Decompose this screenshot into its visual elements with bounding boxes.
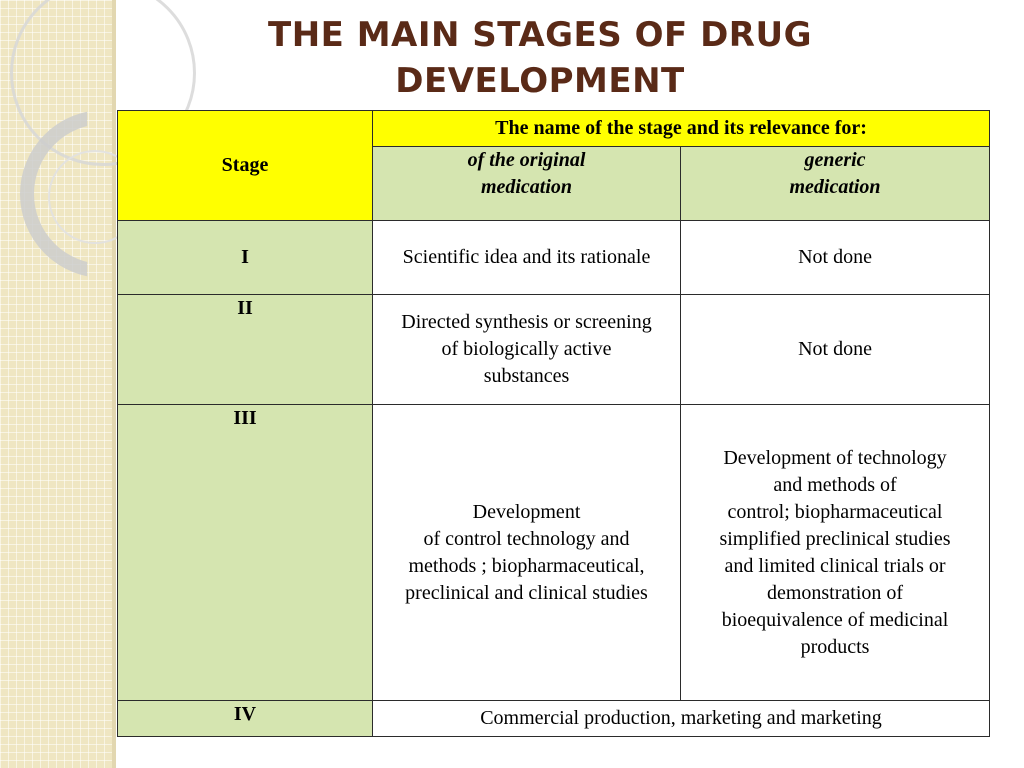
generic-cell: Development of technology and methods of… bbox=[679, 404, 991, 701]
combined-cell: Commercial production, marketing and mar… bbox=[371, 700, 991, 737]
table-row: II Directed synthesis or screening of bi… bbox=[117, 294, 991, 405]
table-subheader-row: of the original medication generic medic… bbox=[118, 146, 991, 221]
cell-line: substances bbox=[483, 365, 570, 387]
cell-line: preclinical and clinical studies bbox=[405, 581, 648, 604]
table-row: I Scientific idea and its rationale Not … bbox=[117, 220, 991, 295]
cell-line: control; biopharmaceutical bbox=[727, 500, 943, 523]
stage-cell: IV bbox=[117, 700, 373, 737]
original-cell: Directed synthesis or screening of biolo… bbox=[372, 294, 681, 405]
generic-header-cell: generic medication bbox=[679, 146, 991, 221]
stage-label: I bbox=[241, 246, 249, 268]
stage-label: II bbox=[237, 297, 253, 319]
cell-line: Scientific idea and its rationale bbox=[402, 246, 651, 268]
cell-line: Development bbox=[472, 500, 581, 523]
stage-header: Stage bbox=[221, 154, 269, 176]
cell-line: Not done bbox=[798, 338, 872, 360]
original-header-cell: of the original medication bbox=[372, 146, 681, 221]
cell-line: simplified preclinical studies bbox=[719, 527, 951, 550]
cell-line: Development of technology bbox=[723, 446, 947, 469]
original-cell: Development of control technology and me… bbox=[372, 404, 681, 701]
cell-line: Not done bbox=[798, 246, 872, 268]
cell-line: of control technology and bbox=[423, 527, 630, 550]
slide-title-line-2: DEVELOPMENT bbox=[395, 61, 685, 101]
relevance-header-cell: The name of the stage and its relevance … bbox=[371, 110, 991, 147]
generic-header-line-1: generic bbox=[804, 149, 866, 171]
table-header-row: Stage The name of the stage and its rele… bbox=[117, 110, 991, 221]
cell-line: Commercial production, marketing and mar… bbox=[480, 707, 882, 729]
original-cell: Scientific idea and its rationale bbox=[372, 220, 681, 295]
cell-line: products bbox=[800, 635, 870, 658]
stage-label: III bbox=[233, 407, 257, 429]
stage-cell: II bbox=[117, 294, 373, 405]
cell-line: methods ; biopharmaceutical, bbox=[408, 554, 645, 577]
slide-title: THE MAIN STAGES OF DRUG DEVELOPMENT bbox=[200, 12, 880, 104]
relevance-header: The name of the stage and its relevance … bbox=[495, 117, 867, 139]
stage-cell: I bbox=[117, 220, 373, 295]
stages-table: Stage The name of the stage and its rele… bbox=[117, 110, 991, 737]
generic-cell: Not done bbox=[679, 294, 991, 405]
generic-header-line-2: medication bbox=[789, 176, 881, 198]
cell-line: bioequivalence of medicinal bbox=[721, 608, 949, 631]
stage-header-cell: Stage bbox=[117, 110, 373, 221]
cell-line: of biologically active bbox=[441, 338, 612, 360]
generic-cell: Not done bbox=[679, 220, 991, 295]
original-header-line-2: medication bbox=[480, 176, 573, 198]
table-row: III Development of control technology an… bbox=[117, 404, 991, 701]
cell-line: Directed synthesis or screening bbox=[401, 311, 652, 333]
cell-line: demonstration of bbox=[766, 581, 904, 604]
original-header-line-1: of the original bbox=[467, 149, 586, 171]
stage-label: IV bbox=[233, 703, 257, 725]
stage-cell: III bbox=[117, 404, 373, 701]
table-row: IV Commercial production, marketing and … bbox=[117, 700, 991, 737]
slide-title-line-1: THE MAIN STAGES OF DRUG bbox=[268, 15, 812, 55]
cell-line: and methods of bbox=[773, 473, 897, 496]
decorative-stripe-edge bbox=[112, 0, 116, 768]
cell-line: and limited clinical trials or bbox=[724, 554, 946, 577]
